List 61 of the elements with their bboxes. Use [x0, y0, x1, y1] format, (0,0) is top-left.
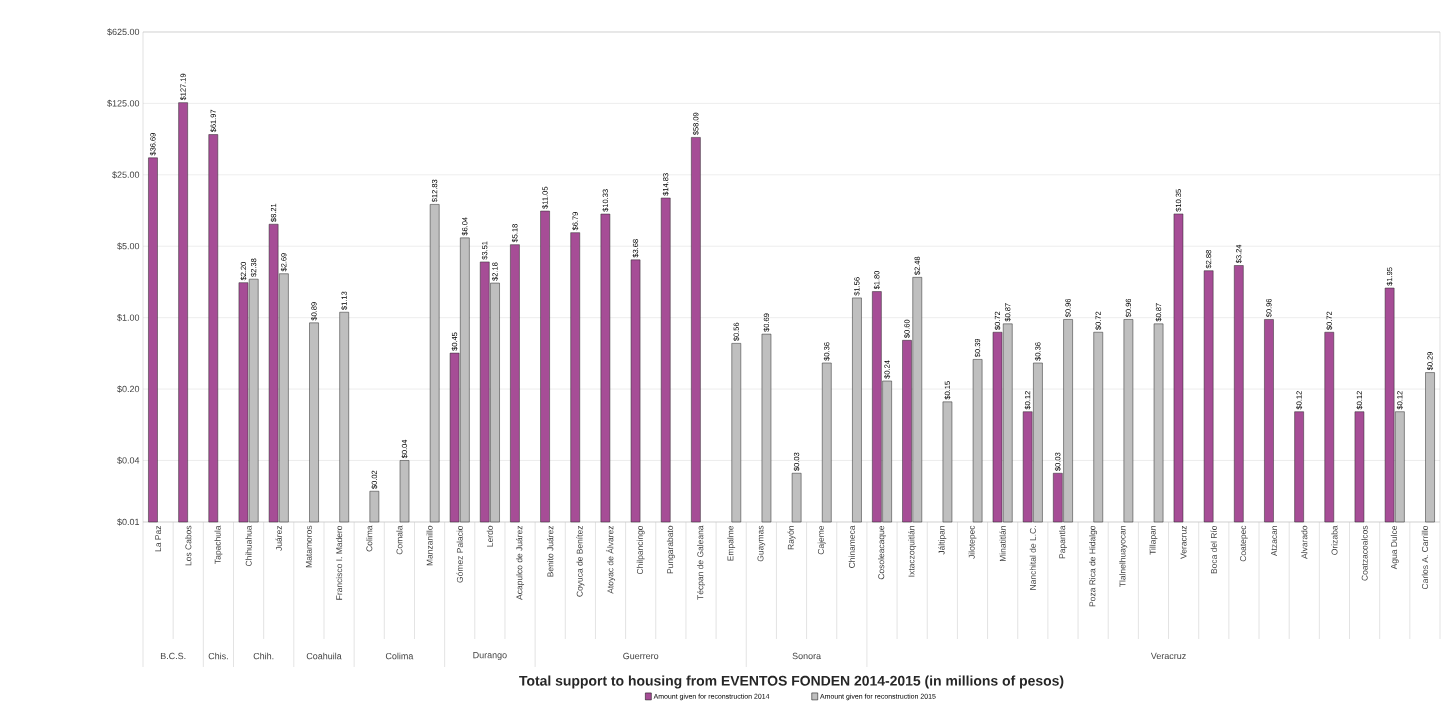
y-tick-label: $1.00 [117, 314, 140, 322]
x-tick-label: Francisco I. Madero [335, 525, 343, 600]
text: Guerrero [623, 652, 659, 660]
x-tick-label: Chihuahua [245, 525, 252, 567]
x-tick-label: Coyuca de Benítez [576, 525, 585, 597]
x-tick-label: Coatzacoalcos [1361, 525, 1368, 581]
text: Coahuila [306, 652, 342, 660]
text: Colima [385, 652, 414, 660]
x-tick-label: Papantla [1059, 525, 1067, 559]
x-tick-label: Benito Juárez [547, 525, 554, 577]
y-tick-label: $0.01 [117, 518, 140, 526]
x-tick-label: Jilotepec [968, 525, 977, 559]
x-tick-label: Minatitlán [999, 526, 1006, 562]
x-tick-label: Atoyac de Álvarez [605, 525, 616, 594]
x-tick-label: Cosoleacaque [878, 525, 886, 580]
x-tick-label: Alvarado [1301, 525, 1308, 559]
x-tick-label: Chinameca [848, 525, 855, 568]
x-tick-label: Coatepec [1240, 525, 1248, 562]
text: Durango [473, 651, 507, 660]
x-tick-label: Cajeme [817, 525, 826, 555]
x-tick-label: Tillapan [1149, 526, 1158, 555]
y-tick-label: $125.00 [107, 99, 140, 108]
y-tick-label: $0.04 [117, 456, 140, 465]
x-tick-label: Jáltipan [938, 526, 947, 555]
x-tick-label: Carlos A. Carrillo [1421, 525, 1428, 590]
x-tick-label: Agua Dulce [1390, 525, 1399, 570]
x-tick-label: Ixtaczoquitlán [908, 526, 917, 577]
x-tick-label: Empalme [727, 525, 736, 561]
x-tick-label: Colima [366, 525, 373, 552]
y-tick-label: $0.20 [117, 385, 140, 393]
x-tick-label: Lerdo [486, 525, 493, 547]
text: Sonora [792, 652, 822, 660]
x-tick-label: La Paz [155, 525, 162, 552]
x-tick-label: Nanchital de L.C. [1029, 526, 1036, 590]
x-tick-label: Boca del Río [1210, 525, 1217, 574]
y-tick-label: $5.00 [117, 242, 140, 250]
x-tick-label: Matamoros [305, 525, 312, 568]
text: Veracruz [1150, 652, 1186, 660]
x-tick-label: Los Cabos [185, 525, 192, 566]
text: Chis. [208, 652, 228, 660]
x-tick-label: Técpan de Galeana [697, 525, 705, 600]
x-tick-label: Gómez Palacio [456, 525, 463, 583]
x-tick-label: Poza Rica de Hidalgo [1089, 525, 1098, 607]
x-tick-label: Tapachula [214, 525, 223, 564]
x-tick-label: Pungarabato [666, 525, 675, 574]
x-tick-label: Juárez [275, 525, 282, 551]
y-tick-label: $625.00 [107, 28, 140, 36]
x-tick-label: Chilpancingo [636, 525, 645, 575]
x-tick-label: Guaymas [757, 525, 766, 562]
text: B.C.S. [160, 652, 186, 660]
x-tick-label: Veracruz [1180, 525, 1187, 559]
x-tick-label: Manzanillo [426, 525, 433, 566]
x-tick-label: Comala [396, 525, 403, 555]
x-tick-label: Atzacan [1271, 526, 1278, 557]
text: Total support to housing from EVENTOS FONDEN 2014-2015 (in millions of pesos) [519, 675, 1064, 689]
text: Chih. [253, 652, 274, 660]
x-tick-label: Tlalnelhuayocan [1119, 526, 1128, 587]
y-tick-label: $25.00 [112, 171, 140, 179]
x-tick-label: Acapulco de Juárez [516, 525, 525, 600]
x-tick-label: Orizaba [1331, 525, 1338, 555]
x-tick-label: Rayón [787, 526, 796, 550]
